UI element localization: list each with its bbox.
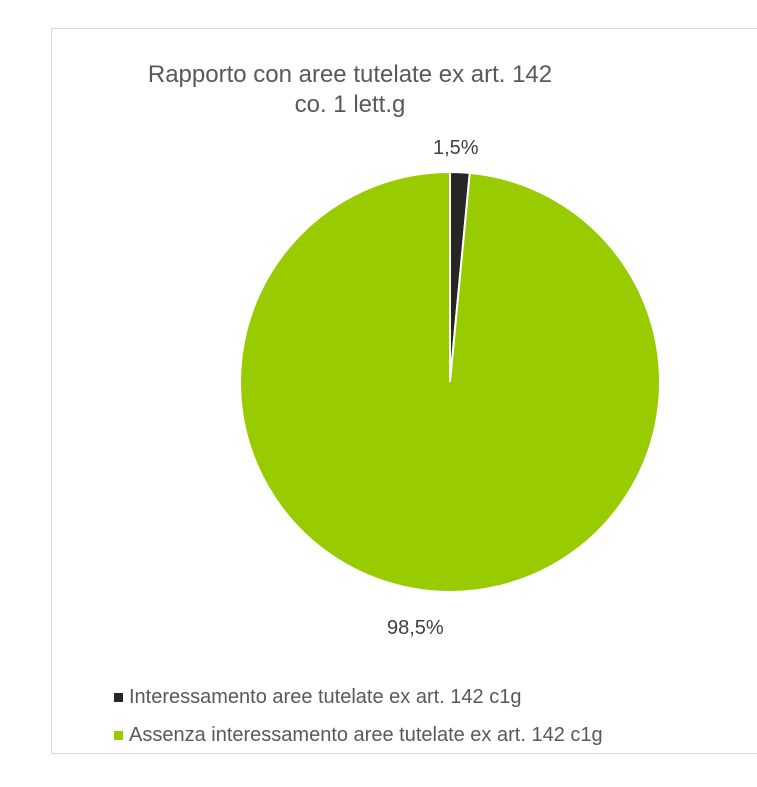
chart-title-line-1: Rapporto con aree tutelate ex art. 142: [147, 61, 553, 88]
chart-title-line-2: co. 1 lett.g: [294, 91, 406, 118]
legend-item-assenza: Assenza interessamento aree tutelate ex …: [114, 723, 603, 747]
legend-label-interessamento: Interessamento aree tutelate ex art. 142…: [129, 686, 522, 708]
legend-item-interessamento: Interessamento aree tutelate ex art. 142…: [114, 685, 603, 709]
legend-label-assenza: Assenza interessamento aree tutelate ex …: [129, 724, 603, 746]
pie-slice-assenza: [239, 170, 661, 593]
legend-swatch-interessamento: [114, 692, 123, 702]
legend-swatch-assenza: [114, 730, 123, 740]
data-label-interessamento: 1,5%: [433, 137, 479, 159]
data-label-assenza: 98,5%: [387, 617, 444, 639]
legend: Interessamento aree tutelate ex art. 142…: [114, 685, 603, 747]
chart-title: Rapporto con aree tutelate ex art. 142 c…: [100, 60, 600, 120]
